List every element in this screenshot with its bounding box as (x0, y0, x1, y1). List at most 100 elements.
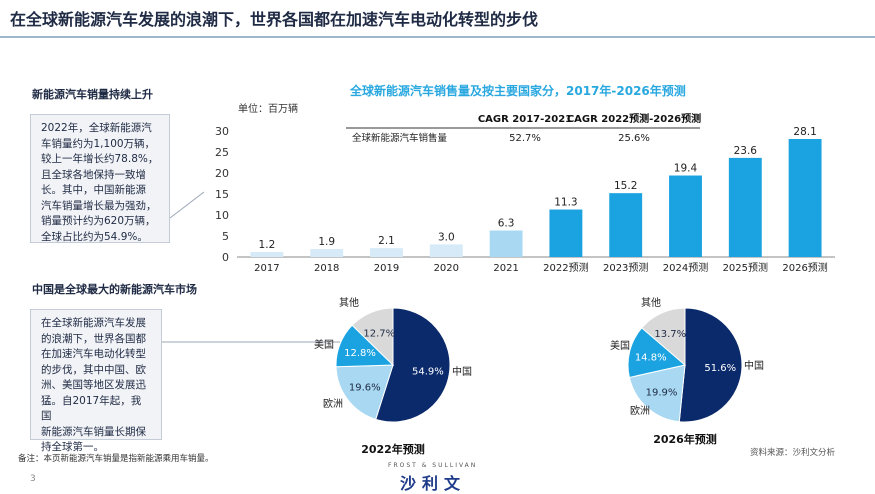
bar-chart-title: 全球新能源汽车销售量及按主要国家分，2017年-2026年预测 (350, 84, 686, 98)
pie-category-label: 中国 (452, 365, 472, 378)
pie-category-label: 美国 (610, 339, 630, 352)
bar (669, 175, 702, 257)
pie-category-label: 中国 (744, 359, 764, 372)
y-tick-label: 20 (215, 167, 229, 180)
china-market-text-line: 猛。自2017年起，我国 (41, 394, 142, 423)
pie-value-label: 19.9% (646, 387, 678, 398)
sales-growth-textbox: 2022年，全球新能源汽 车销量约为1,100万辆， 较上一年增长约78.8%， 且全… (30, 114, 170, 243)
connector-line-2 (162, 341, 340, 343)
sales-growth-text-line: 汽车销量增长最为强劲， (41, 199, 157, 212)
pie-category-label: 其他 (641, 296, 661, 309)
bar (788, 138, 822, 257)
bar (609, 193, 643, 257)
pie-value-label: 12.8% (344, 348, 376, 359)
pie-slice (351, 307, 394, 367)
page-number: 3 (30, 474, 36, 484)
logo: 沙利文 (400, 474, 467, 493)
bar-value-label: 15.2 (614, 180, 637, 192)
china-market-textbox: 在全球新能源汽车发展 的浪潮下，世界各国都 在加速汽车电动化转型 的步伐，其中中国、欧… (30, 309, 162, 453)
x-tick-label: 2020 (434, 263, 459, 274)
title-divider (0, 36, 875, 38)
pie-category-label: 其他 (339, 296, 359, 309)
x-tick-label: 2026预测 (782, 261, 827, 274)
connector-line-1 (170, 191, 205, 219)
china-market-text-line: 在加速汽车电动化转型 (41, 348, 146, 360)
bar (728, 157, 762, 257)
section-title-china-market: 中国是全球最大的新能源汽车市场 (32, 283, 197, 296)
cagr-row-label: 全球新能源汽车销售量 (352, 132, 448, 144)
pie-value-label: 54.9% (412, 366, 444, 377)
bar (549, 209, 583, 257)
china-market-text-line: 新能源汽车销量长期保 (41, 425, 146, 438)
y-tick-label: 25 (215, 146, 229, 159)
bar (429, 244, 463, 257)
pie-slice (375, 307, 451, 423)
bar (250, 251, 284, 257)
x-tick-label: 2024预测 (663, 261, 708, 274)
y-tick-label: 0 (222, 251, 229, 264)
bar-value-label: 19.4 (674, 163, 698, 175)
china-market-text-line: 的步伐，其中中国、欧 (41, 363, 146, 376)
bar-value-label: 3.0 (438, 231, 455, 243)
bar-value-label: 11.3 (554, 197, 577, 209)
pie-slice (678, 307, 743, 423)
pie-slice (628, 364, 686, 423)
pie-slice (335, 364, 394, 420)
bar-value-label: 1.9 (318, 236, 335, 248)
sales-growth-text-line: 2022年，全球新能源汽 (41, 122, 152, 134)
bar-value-label: 1.2 (259, 239, 276, 251)
sales-growth-text-line: 销量预计约为620万辆， (41, 215, 156, 227)
y-tick-label: 5 (222, 230, 229, 243)
pie-category-label: 欧洲 (630, 405, 650, 417)
bar (489, 230, 523, 257)
pie-slice (627, 327, 687, 379)
bar (310, 249, 344, 257)
pie-category-label: 美国 (314, 338, 334, 351)
sales-growth-text-line: 较上一年增长约78.8%， (41, 153, 159, 165)
bar-value-label: 6.3 (498, 218, 515, 230)
china-market-text-line: 在全球新能源汽车发展 (41, 317, 146, 329)
x-tick-label: 2017 (254, 263, 279, 274)
bar-chart-unit: 单位：百万辆 (238, 104, 298, 115)
y-tick-label: 10 (215, 209, 229, 222)
x-tick-label: 2022预测 (543, 261, 588, 274)
china-market-text-line: 持全球第一。 (41, 441, 104, 453)
x-tick-label: 2018 (314, 263, 339, 274)
pie-value-label: 19.6% (349, 382, 381, 393)
pie-category-label: 欧洲 (323, 398, 343, 410)
bar (370, 248, 403, 257)
pie-title: 2026年预测 (653, 432, 717, 446)
y-tick-label: 30 (215, 125, 229, 138)
cagr-value-2: 25.6% (618, 133, 650, 144)
sales-growth-text-line: 车销量约为1,100万辆， (41, 137, 156, 150)
bar-value-label: 2.1 (378, 235, 395, 247)
cagr-value-1: 52.7% (509, 133, 541, 144)
page-title: 在全球新能源汽车发展的浪潮下，世界各国都在加速汽车电动化转型的步伐 (10, 10, 539, 29)
sales-growth-text-line: 全球占比约为54.9%。 (41, 230, 148, 243)
pie-value-label: 12.7% (363, 328, 395, 339)
pie-slice (641, 307, 686, 367)
pie-value-label: 13.7% (654, 329, 686, 340)
bar-value-label: 28.1 (793, 126, 816, 138)
x-tick-label: 2023预测 (603, 261, 648, 274)
cagr-header-2: CAGR 2022预测-2026预测 (567, 112, 701, 125)
sales-growth-text-line: 且全球各地保持一致增 (41, 168, 146, 181)
x-tick-label: 2025预测 (723, 261, 768, 274)
pie-value-label: 51.6% (704, 363, 736, 374)
x-tick-label: 2021 (493, 263, 518, 274)
footnote: 备注：本页新能源汽车销量是指新能源乘用车销量。 (18, 454, 214, 464)
pie-title: 2022年预测 (361, 442, 425, 456)
china-market-text-line: 洲、美国等地区发展迅 (41, 379, 146, 391)
source-note: 资料来源：沙利文分析 (749, 448, 835, 458)
cagr-header-1: CAGR 2017-2021 (478, 114, 572, 125)
pie-value-label: 14.8% (635, 352, 667, 363)
bar-value-label: 23.6 (734, 145, 758, 157)
sales-growth-text-line: 长。其中，中国新能源 (41, 184, 146, 196)
x-tick-label: 2019 (374, 263, 399, 274)
y-tick-label: 15 (215, 188, 229, 201)
logo-subtitle: FROST & SULLIVAN (388, 462, 478, 469)
section-title-sales-growth: 新能源汽车销量持续上升 (32, 88, 153, 101)
china-market-text-line: 的浪潮下，世界各国都 (41, 332, 146, 345)
